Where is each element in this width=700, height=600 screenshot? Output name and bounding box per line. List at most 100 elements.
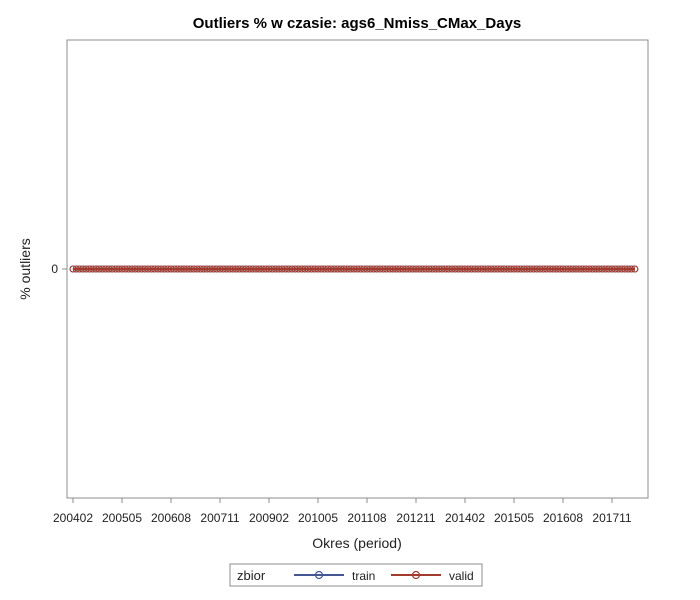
data-point-valid xyxy=(95,265,103,273)
data-point-valid xyxy=(461,265,469,273)
data-point-valid xyxy=(464,265,472,273)
data-point-valid xyxy=(389,265,397,273)
data-point-valid xyxy=(147,265,155,273)
data-point-valid xyxy=(294,265,302,273)
data-point-valid xyxy=(226,265,234,273)
data-point-valid xyxy=(503,265,511,273)
data-point-valid xyxy=(321,265,329,273)
data-point-valid xyxy=(592,265,600,273)
series-layer xyxy=(69,265,639,273)
data-point-valid xyxy=(98,265,106,273)
data-point-valid xyxy=(605,265,613,273)
data-point-valid xyxy=(82,265,90,273)
data-point-valid xyxy=(177,265,185,273)
y-axis-ticks: 0 xyxy=(51,262,67,276)
x-tick-label: 200402 xyxy=(53,511,93,525)
data-point-valid xyxy=(72,265,80,273)
data-point-valid xyxy=(291,265,299,273)
data-point-valid xyxy=(618,265,626,273)
data-point-valid xyxy=(232,265,240,273)
x-tick-label: 200711 xyxy=(200,511,239,525)
data-point-valid xyxy=(138,265,146,273)
legend-train-label: train xyxy=(352,569,375,583)
data-point-valid xyxy=(174,265,182,273)
x-tick-label: 200505 xyxy=(102,511,142,525)
data-point-valid xyxy=(216,265,224,273)
legend-valid-label: valid xyxy=(449,569,474,583)
data-point-valid xyxy=(200,265,208,273)
data-point-valid xyxy=(552,265,560,273)
data-point-valid xyxy=(337,265,345,273)
data-point-valid xyxy=(330,265,338,273)
data-point-valid xyxy=(223,265,231,273)
data-point-valid xyxy=(213,265,221,273)
data-point-valid xyxy=(428,265,436,273)
data-point-valid xyxy=(350,265,358,273)
data-point-valid xyxy=(125,265,133,273)
data-point-valid xyxy=(608,265,616,273)
data-point-valid xyxy=(412,265,420,273)
data-point-valid xyxy=(219,265,227,273)
data-point-valid xyxy=(497,265,505,273)
data-point-valid xyxy=(134,265,142,273)
data-point-valid xyxy=(454,265,462,273)
data-point-valid xyxy=(379,265,387,273)
data-point-valid xyxy=(252,265,260,273)
data-point-valid xyxy=(334,265,342,273)
data-point-valid xyxy=(507,265,515,273)
data-point-valid xyxy=(405,265,413,273)
data-point-valid xyxy=(144,265,152,273)
data-point-valid xyxy=(314,265,322,273)
data-point-valid xyxy=(89,265,97,273)
data-point-valid xyxy=(370,265,378,273)
data-point-valid xyxy=(494,265,502,273)
data-point-valid xyxy=(526,265,534,273)
data-point-valid xyxy=(598,265,606,273)
data-point-valid xyxy=(183,265,191,273)
x-tick-label: 201108 xyxy=(347,511,386,525)
data-point-valid xyxy=(435,265,443,273)
data-point-valid xyxy=(111,265,119,273)
legend-title: zbior xyxy=(237,568,266,583)
data-point-valid xyxy=(611,265,619,273)
y-tick-label: 0 xyxy=(51,262,58,276)
data-point-valid xyxy=(360,265,368,273)
data-point-valid xyxy=(533,265,541,273)
data-point-valid xyxy=(356,265,364,273)
x-tick-label: 201505 xyxy=(494,511,534,525)
series-valid xyxy=(69,265,639,273)
data-point-valid xyxy=(419,265,427,273)
data-point-valid xyxy=(262,265,270,273)
data-point-valid xyxy=(131,265,139,273)
data-point-valid xyxy=(562,265,570,273)
data-point-valid xyxy=(549,265,557,273)
data-point-valid xyxy=(85,265,93,273)
data-point-valid xyxy=(206,265,214,273)
data-point-valid xyxy=(141,265,149,273)
data-point-valid xyxy=(539,265,547,273)
x-axis-label: Okres (period) xyxy=(312,535,401,551)
data-point-valid xyxy=(340,265,348,273)
data-point-valid xyxy=(167,265,175,273)
data-point-valid xyxy=(474,265,482,273)
data-point-valid xyxy=(484,265,492,273)
data-point-valid xyxy=(288,265,296,273)
data-point-valid xyxy=(396,265,404,273)
data-point-valid xyxy=(438,265,446,273)
data-point-valid xyxy=(601,265,609,273)
data-point-valid xyxy=(128,265,136,273)
data-point-valid xyxy=(272,265,280,273)
data-point-valid xyxy=(92,265,100,273)
data-point-valid xyxy=(441,265,449,273)
data-point-valid xyxy=(445,265,453,273)
legend: zbior train valid xyxy=(229,563,483,587)
data-point-valid xyxy=(520,265,528,273)
data-point-valid xyxy=(285,265,293,273)
data-point-valid xyxy=(468,265,476,273)
data-point-valid xyxy=(249,265,257,273)
data-point-valid xyxy=(409,265,417,273)
data-point-valid xyxy=(239,265,247,273)
data-point-valid xyxy=(108,265,116,273)
data-point-valid xyxy=(180,265,188,273)
